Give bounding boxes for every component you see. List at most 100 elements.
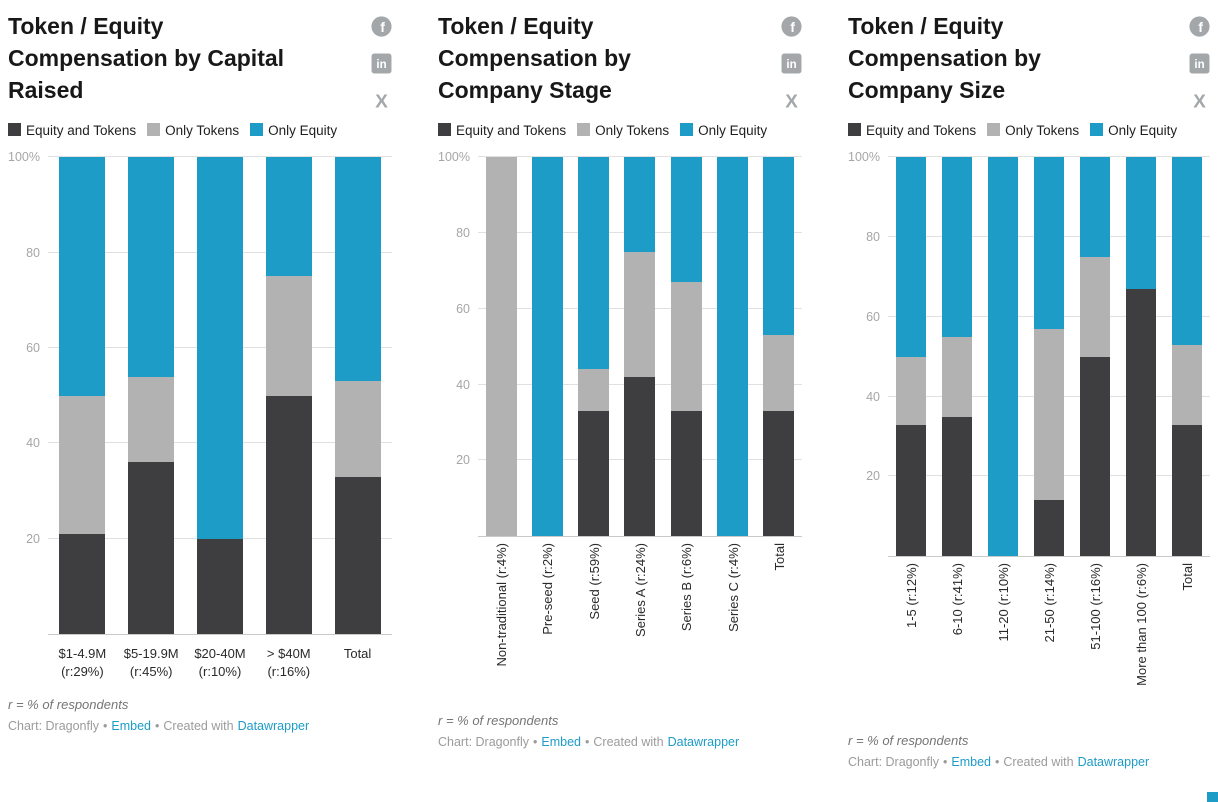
svg-text:X: X: [375, 91, 388, 111]
embed-link[interactable]: Embed: [541, 735, 582, 750]
facebook-share-icon[interactable]: f: [1189, 16, 1210, 37]
svg-text:in: in: [376, 59, 386, 71]
embed-link[interactable]: Embed: [111, 718, 152, 733]
bar: [1171, 157, 1203, 557]
y-tick-label: 60: [456, 301, 470, 316]
bar-slot: [617, 157, 663, 537]
bar: [59, 157, 106, 635]
legend-label: Only Tokens: [595, 122, 670, 138]
credit-separator: •: [585, 735, 590, 750]
bar: [265, 157, 312, 635]
credit-created-with: Created with: [1003, 755, 1074, 770]
credit-separator: •: [943, 755, 948, 770]
facebook-share-icon[interactable]: f: [371, 16, 392, 37]
bar: [941, 157, 973, 557]
linkedin-share-icon[interactable]: in: [371, 53, 392, 74]
x-axis-labels: 1-5 (r:12%) 6-10 (r:41%) 11-20 (r:10%) 21-5…: [888, 557, 1210, 717]
footnote: r = % of respondents: [438, 713, 559, 729]
bar: [763, 157, 795, 537]
x-tick-label: Non-traditional (r:4%): [494, 543, 510, 667]
chart-header: Token / Equity Compensation by Company S…: [848, 10, 1210, 120]
chart-panel-company-stage: Token / Equity Compensation by Company S…: [438, 10, 802, 769]
credit-line: Chart: Dragonfly • Embed • Created with Dataw…: [438, 735, 802, 749]
y-tick-label: 20: [866, 469, 880, 484]
legend-label: Only Tokens: [1005, 122, 1080, 138]
bar-segment: [941, 157, 973, 337]
x-tick-label: More than 100 (r:6%): [1134, 563, 1149, 686]
linkedin-share-icon[interactable]: in: [781, 53, 802, 74]
credit-separator: •: [533, 735, 538, 750]
embed-link[interactable]: Embed: [951, 755, 992, 770]
bar-slot: [1026, 157, 1072, 557]
x-share-icon[interactable]: X: [371, 90, 392, 112]
bar-segment: [578, 411, 610, 537]
datawrapper-link[interactable]: Datawrapper: [237, 718, 310, 733]
svg-text:f: f: [380, 20, 385, 36]
bar-segment: [128, 376, 175, 463]
x-tick-cell: > $40M (r:16%): [254, 645, 323, 681]
bar-segment: [763, 411, 795, 537]
bar-segment: [196, 538, 244, 635]
bar-segment: [1171, 157, 1203, 345]
bar-segment: [1171, 344, 1203, 425]
datawrapper-link[interactable]: Datawrapper: [667, 735, 740, 750]
bar-segment: [895, 157, 927, 357]
bar: [670, 157, 702, 537]
bar-segment: [1125, 157, 1157, 289]
only-tokens-swatch: [577, 123, 591, 137]
bar-slot: [117, 157, 186, 635]
x-tick-cell: $5-19.9M (r:45%): [117, 645, 186, 681]
gridline: [888, 156, 1210, 158]
legend-label: Equity and Tokens: [866, 122, 977, 138]
credit-created-with: Created with: [593, 735, 664, 750]
bar-slot: [1164, 157, 1210, 557]
only-equity-swatch: [680, 123, 694, 137]
bar-segment: [1125, 288, 1157, 557]
bars: [478, 157, 802, 537]
chart-header: Token / Equity Compensation by Company S…: [438, 10, 802, 120]
credit-separator: •: [103, 718, 108, 733]
equity-and-tokens-swatch: [438, 123, 451, 137]
x-tick-label: > $40M (r:16%): [266, 646, 311, 679]
chart-panel-company-size: Token / Equity Compensation by Company S…: [848, 10, 1210, 769]
x-tick-label: Series A (r:24%): [632, 543, 648, 638]
bar-segment: [670, 411, 702, 537]
x-tick-label: Series C (r:4%): [725, 543, 741, 633]
y-tick-label: 20: [26, 531, 40, 546]
legend: Equity and Tokens Only Tokens Only Equity: [438, 120, 790, 142]
bar-segment: [265, 157, 312, 277]
chart-area: 100% 80 60 40 20 1-5 (r:12%) 6-10 (r:41%) 11-2…: [848, 150, 1210, 717]
x-tick-label: 1-5 (r:12%): [904, 563, 919, 629]
x-tick-label: Total: [343, 646, 372, 662]
datawrapper-link[interactable]: Datawrapper: [1077, 755, 1150, 770]
x-tick-cell: 11-20 (r:10%): [980, 557, 1026, 717]
x-tick-cell: 1-5 (r:12%): [888, 557, 934, 717]
linkedin-share-icon[interactable]: in: [1189, 53, 1210, 74]
bar: [717, 157, 749, 537]
x-share-icon[interactable]: X: [1189, 90, 1210, 112]
chart-header: Token / Equity Compensation by Capital R…: [8, 10, 392, 120]
bar-segment: [895, 424, 927, 557]
x-share-icon[interactable]: X: [781, 90, 802, 112]
bar-segment: [334, 157, 381, 382]
bar-segment: [1079, 157, 1111, 257]
bar-segment: [485, 157, 517, 537]
bar-slot: [186, 157, 255, 635]
y-tick-label: 100%: [8, 150, 40, 165]
facebook-share-icon[interactable]: f: [781, 16, 802, 37]
svg-text:in: in: [786, 59, 796, 71]
bar-slot: [888, 157, 934, 557]
x-tick-label: 21-50 (r:14%): [1042, 563, 1057, 643]
x-tick-cell: More than 100 (r:6%): [1118, 557, 1164, 717]
x-tick-cell: $20-40M (r:10%): [186, 645, 255, 681]
legend-label: Only Equity: [1108, 122, 1178, 138]
x-tick-label: 51-100 (r:16%): [1088, 563, 1103, 650]
svg-text:X: X: [785, 91, 798, 111]
y-tick-label: 20: [456, 453, 470, 468]
only-tokens-swatch: [147, 123, 161, 137]
bar-slot: [980, 157, 1026, 557]
bar-segment: [763, 157, 795, 336]
bar: [531, 157, 563, 537]
gridline: [48, 156, 392, 158]
footnote: r = % of respondents: [8, 696, 129, 712]
